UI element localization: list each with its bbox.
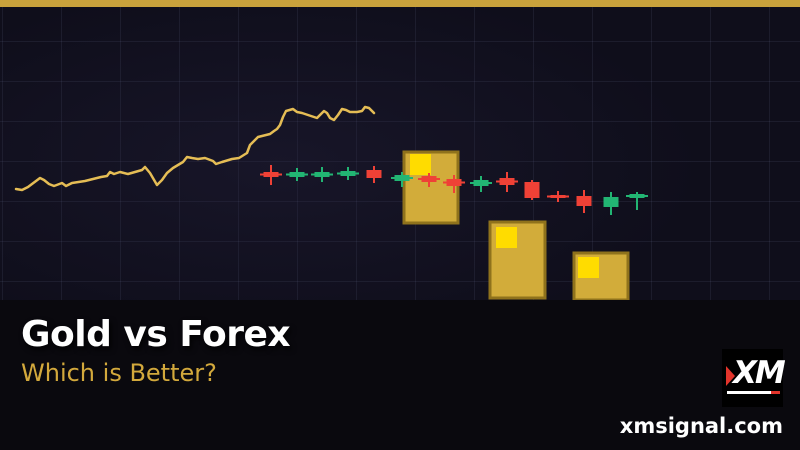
chart-background (0, 0, 800, 300)
candle-body (629, 194, 645, 198)
page-title: Gold vs Forex (21, 314, 291, 355)
candle-body (446, 179, 462, 186)
candle-body (314, 172, 330, 177)
candle-body (576, 196, 592, 206)
candle-body (421, 176, 437, 182)
candle-body (524, 182, 540, 198)
candle-body (394, 175, 410, 181)
candle-body (340, 171, 356, 176)
candle-body (473, 180, 489, 186)
candle-body (289, 172, 305, 177)
caption-band (0, 300, 800, 450)
gold-price-line (14, 105, 376, 192)
candle-body (366, 170, 382, 178)
page-subtitle: Which is Better? (21, 359, 217, 387)
gold-bar-shine (496, 227, 517, 248)
candle-body (550, 195, 566, 198)
xm-logo-underline (727, 391, 771, 394)
website-text: xmsignal.com (619, 414, 783, 438)
gold-bar-shine (410, 154, 431, 175)
candle-body (263, 172, 279, 177)
decorative-market-chart (14, 105, 648, 300)
top-accent-bar (0, 0, 800, 7)
xm-logo-text: XM (733, 355, 786, 391)
candle-body (603, 197, 619, 207)
xm-logo: XM (722, 349, 786, 407)
xm-logo-underline-accent (771, 391, 780, 394)
gold-bar-shine (578, 257, 599, 278)
play-triangle-icon (726, 366, 735, 386)
candle-body (499, 178, 515, 185)
